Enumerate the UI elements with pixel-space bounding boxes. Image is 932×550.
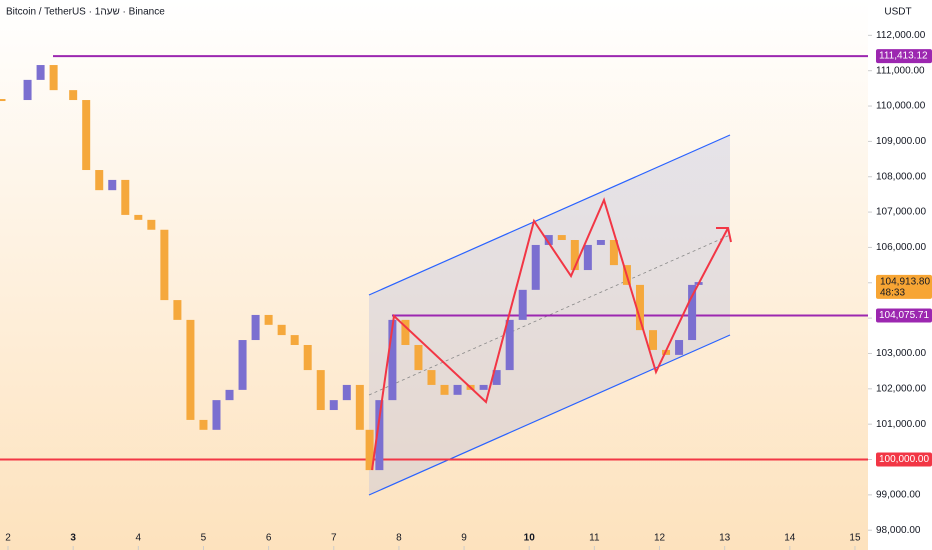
zigzag	[371, 197, 729, 471]
candle	[570, 240, 579, 271]
x-tick-label: 3	[70, 533, 76, 544]
x-tick-label: 2	[5, 533, 11, 544]
y-tick-label: 99,000.00	[876, 489, 921, 500]
y-tick-label: 108,000.00	[876, 171, 926, 182]
candle	[121, 179, 130, 215]
candle	[596, 240, 605, 245]
candle	[365, 429, 374, 471]
y-tick-label: 101,000.00	[876, 419, 926, 430]
level-label: 104,075.71	[879, 310, 929, 321]
candle	[492, 370, 501, 385]
countdown-label: 48:33	[880, 287, 905, 298]
y-tick-label: 111,000.00	[876, 65, 925, 76]
level-label-box	[876, 308, 932, 323]
candle	[173, 300, 182, 320]
candle	[388, 319, 397, 401]
candle	[518, 289, 527, 320]
candle	[355, 384, 364, 430]
chart-title: Bitcoin / TetherUS · 1שעה · Binance	[6, 7, 165, 18]
y-tick-label: 112,000.00	[876, 30, 926, 41]
candle	[505, 319, 514, 371]
y-tick-label: 106,000.00	[876, 242, 926, 253]
candle	[108, 179, 117, 191]
candle	[303, 344, 312, 371]
candle	[82, 100, 91, 171]
x-tick-label: 10	[524, 533, 536, 544]
x-tick-label: 14	[784, 533, 796, 544]
x-tick-label: 6	[266, 533, 272, 544]
candle	[251, 314, 260, 341]
candle	[212, 400, 221, 430]
candle	[199, 419, 208, 430]
candle	[160, 229, 169, 301]
candle	[277, 324, 286, 336]
candle	[583, 244, 592, 271]
x-tick-label: 13	[719, 533, 731, 544]
plot-background	[0, 0, 868, 550]
candle	[329, 400, 338, 411]
level-label-box	[876, 452, 932, 467]
candle	[427, 370, 436, 385]
level-label-box	[876, 49, 932, 64]
candle	[688, 284, 697, 341]
y-tick-label: 110,000.00	[876, 101, 926, 112]
candle	[609, 240, 618, 266]
candle	[290, 335, 299, 345]
candle	[134, 214, 143, 220]
candle	[675, 340, 684, 355]
candle	[375, 400, 384, 471]
candle	[342, 384, 351, 401]
candle	[49, 65, 58, 91]
candle	[544, 235, 553, 245]
current-price-label: 104,913.80	[880, 276, 930, 287]
candle	[69, 90, 78, 101]
x-tick-label: 15	[849, 533, 861, 544]
y-tick-label: 102,000.00	[876, 383, 926, 394]
x-tick-label: 8	[396, 533, 402, 544]
candle	[440, 384, 449, 395]
axis-unit: USDT	[884, 7, 911, 18]
candle	[264, 314, 273, 325]
x-tick-label: 5	[201, 533, 207, 544]
channel-bottom	[368, 334, 731, 496]
candle	[635, 284, 644, 331]
candle	[479, 384, 488, 390]
x-tick-label: 4	[136, 533, 142, 544]
candle	[531, 244, 540, 290]
candle	[225, 389, 234, 401]
x-tick-label: 11	[589, 533, 600, 544]
y-tick-label: 98,000.00	[876, 525, 921, 536]
candle	[238, 340, 247, 390]
x-tick-label: 9	[461, 533, 467, 544]
channel-top	[368, 134, 731, 296]
arrow-head	[716, 227, 732, 243]
level-label: 111,413.12	[879, 51, 928, 62]
y-tick-label: 109,000.00	[876, 136, 926, 147]
y-tick-label: 107,000.00	[876, 207, 926, 218]
candle	[36, 65, 45, 80]
candle	[557, 235, 566, 241]
level-label: 100,000.00	[879, 454, 929, 465]
candle	[414, 344, 423, 371]
candle	[316, 370, 325, 411]
y-tick-label: 103,000.00	[876, 348, 926, 359]
candle	[95, 170, 104, 191]
current-price-box	[876, 274, 932, 299]
candle	[23, 79, 32, 101]
candle	[186, 319, 195, 420]
candle	[401, 319, 410, 345]
x-tick-label: 7	[331, 533, 337, 544]
x-tick-label: 12	[654, 533, 666, 544]
candle	[453, 384, 462, 395]
candle	[649, 330, 658, 350]
candle	[147, 219, 156, 230]
